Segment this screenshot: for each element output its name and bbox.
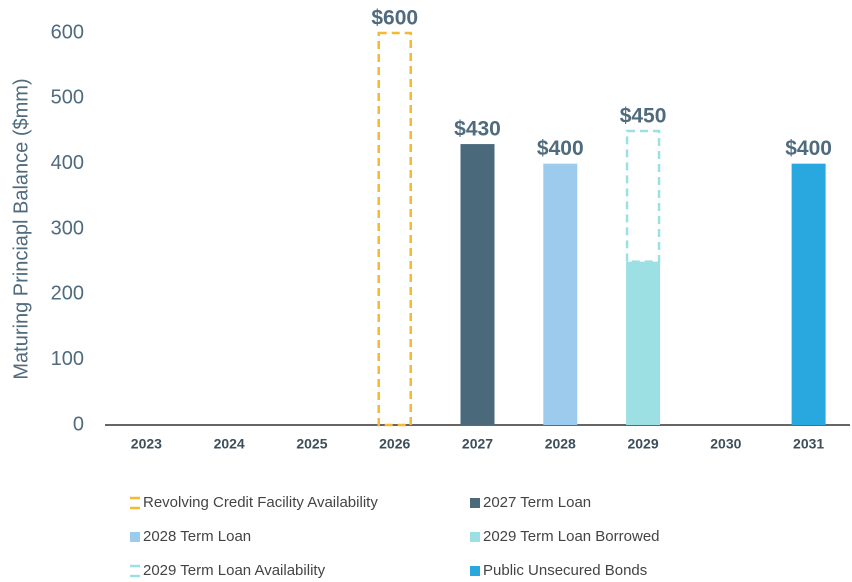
bar <box>460 144 495 426</box>
y-tick-label: 100 <box>51 348 84 370</box>
x-tick-label: 2029 <box>627 436 658 452</box>
bar <box>625 129 661 263</box>
x-tick-label: 2024 <box>214 436 245 452</box>
x-tick-label: 2027 <box>462 436 493 452</box>
bar <box>626 261 661 425</box>
x-tick-label: 2026 <box>379 436 410 452</box>
y-tick-label: 500 <box>51 87 84 109</box>
y-tick-label: 300 <box>51 217 84 239</box>
legend-label: 2028 Term Loan <box>143 528 251 545</box>
x-tick-label: 2030 <box>710 436 741 452</box>
data-label: $450 <box>620 105 667 128</box>
legend-marker <box>470 532 480 542</box>
bar <box>377 31 412 427</box>
x-tick-label: 2028 <box>545 436 576 452</box>
y-axis-label: Maturing Princiapl Balance ($mm) <box>10 78 32 379</box>
x-tick-label: 2031 <box>793 436 824 452</box>
data-label: $430 <box>454 118 501 141</box>
y-tick-label: 400 <box>51 152 84 174</box>
x-tick-label: 2025 <box>296 436 327 452</box>
legend-label: 2029 Term Loan Borrowed <box>483 528 660 545</box>
legend-label: Revolving Credit Facility Availability <box>143 494 378 511</box>
legend-label: 2029 Term Loan Availability <box>143 562 326 579</box>
data-label: $400 <box>785 137 832 160</box>
legend-marker <box>470 566 480 576</box>
bar <box>543 163 578 425</box>
legend-label: Public Unsecured Bonds <box>483 562 647 579</box>
y-tick-label: 600 <box>51 21 84 43</box>
y-tick-label: 0 <box>73 413 84 435</box>
data-label: $400 <box>537 137 584 160</box>
x-tick-label: 2023 <box>131 436 162 452</box>
legend-marker <box>470 498 480 508</box>
legend-marker <box>130 532 140 542</box>
data-label: $600 <box>371 7 418 30</box>
bar <box>791 163 826 425</box>
legend-label: 2027 Term Loan <box>483 494 591 511</box>
y-tick-label: 200 <box>51 283 84 305</box>
